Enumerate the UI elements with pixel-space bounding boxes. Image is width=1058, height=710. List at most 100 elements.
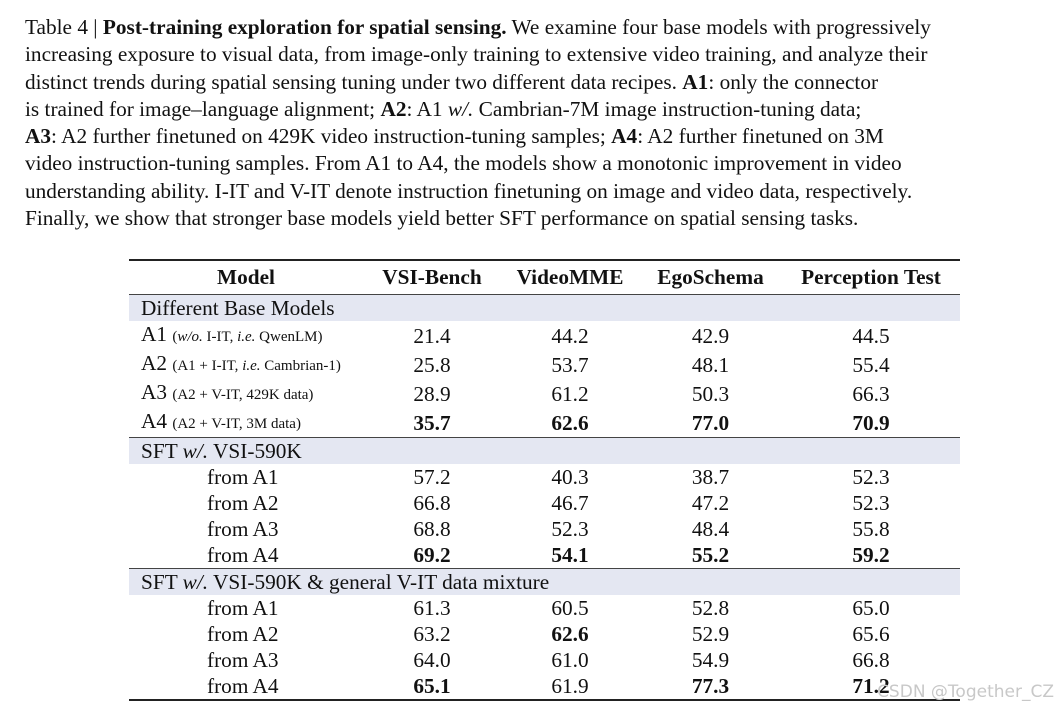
text-run: w/. <box>447 96 474 121</box>
score-cell: 65.1 <box>363 673 501 700</box>
caption-line: Table 4 | Post-training exploration for … <box>25 14 1058 41</box>
score-cell: 71.2 <box>782 673 960 700</box>
score-cell: 47.2 <box>691 491 730 515</box>
table-row: from A1 57.2 40.3 38.7 52.3 <box>129 464 960 490</box>
score-cell: 48.1 <box>691 352 730 377</box>
text-run: QwenLM) <box>255 329 323 345</box>
text-run: (A2 + V-IT, 429K data) <box>172 387 314 403</box>
text-run: w/. <box>182 439 209 463</box>
best-score: 35.7 <box>413 410 451 435</box>
text-run: is trained for image–language alignment; <box>25 96 381 121</box>
score-cell: 21.4 <box>413 323 451 348</box>
text-run: A3 <box>141 380 173 404</box>
score-cell: 62.6 <box>501 408 639 438</box>
text-run: i.e. <box>237 329 256 345</box>
row-label: from A1 <box>129 464 363 490</box>
caption-line: distinct trends during spatial sensing t… <box>25 69 1058 96</box>
score-cell: 44.5 <box>852 323 890 348</box>
header-egoschema: EgoSchema <box>639 260 782 295</box>
text-run: VSI-590K & general V-IT data mixture <box>208 570 550 594</box>
score-cell: 66.3 <box>852 381 890 406</box>
text-run: increasing exposure to visual data, from… <box>25 42 928 67</box>
row-label: from A4 <box>129 542 363 569</box>
watermark: CSDN @Together_CZ <box>877 682 1054 702</box>
text-run: I-IT, <box>202 329 238 345</box>
text-run: Different Base Models <box>141 296 335 320</box>
text-run: Post-training exploration for spatial se… <box>102 15 507 39</box>
best-score: 59.2 <box>852 543 890 567</box>
table-row: from A2 63.2 62.6 52.9 65.6 <box>129 621 960 647</box>
score-cell: 28.9 <box>413 381 451 406</box>
text-run: from A2 <box>207 491 279 515</box>
best-score: 62.6 <box>551 622 589 646</box>
score-cell: 65.0 <box>852 596 890 620</box>
row-label: from A3 <box>129 516 363 542</box>
group-title: SFT w/. VSI-590K <box>129 437 960 464</box>
group-header-row: SFT w/. VSI-590K & general V-IT data mix… <box>129 568 960 595</box>
text-run: w/. <box>182 570 209 594</box>
group-title: SFT w/. VSI-590K & general V-IT data mix… <box>129 568 960 595</box>
best-score: 70.9 <box>852 410 890 435</box>
score-cell: 52.3 <box>852 491 890 515</box>
row-label: from A2 <box>129 490 363 516</box>
header-videomme: VideoMME <box>501 260 639 295</box>
caption-line: video instruction-tuning samples. From A… <box>25 150 1058 177</box>
text-run: distinct trends during spatial sensing t… <box>25 69 683 94</box>
caption-line: A3: A2 further finetuned on 429K video i… <box>25 123 1058 150</box>
score-cell: 44.2 <box>551 323 589 348</box>
best-score: 55.2 <box>691 543 730 567</box>
header-model: Model <box>129 260 363 295</box>
text-run: from A3 <box>207 648 279 672</box>
row-label: A2 (A1 + I-IT, i.e. Cambrian-1) <box>129 350 363 379</box>
table-row: from A4 69.2 54.1 55.2 59.2 <box>129 542 960 569</box>
header-vsi-bench: VSI-Bench <box>363 260 501 295</box>
score-cell: 64.0 <box>413 648 451 672</box>
score-cell: 38.7 <box>691 465 730 489</box>
text-run: A2 <box>380 96 407 121</box>
table-row: from A3 64.0 61.0 54.9 66.8 <box>129 647 960 673</box>
score-cell: 60.5 <box>551 596 589 620</box>
score-cell: 66.8 <box>852 648 890 672</box>
best-score: 77.3 <box>691 674 730 698</box>
group-title: Different Base Models <box>129 294 960 321</box>
score-cell: 48.4 <box>691 517 730 541</box>
text-run: SFT <box>141 570 183 594</box>
row-label: A3 (A2 + V-IT, 429K data) <box>129 379 363 408</box>
table-row: A1 (w/o. I-IT, i.e. QwenLM) 21.4 44.2 42.9 4… <box>129 321 960 350</box>
score-cell: 59.2 <box>782 542 960 569</box>
caption-line: increasing exposure to visual data, from… <box>25 41 1058 68</box>
score-cell: 61.2 <box>551 381 589 406</box>
group-header-row: Different Base Models <box>129 294 960 321</box>
score-cell: 66.8 <box>413 491 451 515</box>
best-score: 69.2 <box>413 543 451 567</box>
text-run: understanding ability. I-IT and V-IT den… <box>25 178 913 203</box>
score-cell: 68.8 <box>413 517 451 541</box>
table-row: from A2 66.8 46.7 47.2 52.3 <box>129 490 960 516</box>
text-run: We examine four base models with progres… <box>506 15 931 39</box>
score-cell: 46.7 <box>551 491 589 515</box>
text-run: VSI-590K <box>208 439 302 463</box>
row-label: from A3 <box>129 647 363 673</box>
text-run: (A2 + V-IT, 3M data) <box>172 416 301 432</box>
text-run: w/o. <box>177 329 203 345</box>
caption-line: understanding ability. I-IT and V-IT den… <box>25 178 1058 205</box>
text-run: i.e. <box>242 358 261 374</box>
row-label: A4 (A2 + V-IT, 3M data) <box>129 408 363 438</box>
score-cell: 70.9 <box>782 408 960 438</box>
score-cell: 52.3 <box>852 465 890 489</box>
score-cell: 42.9 <box>691 323 730 348</box>
score-cell: 69.2 <box>363 542 501 569</box>
text-run: Cambrian-7M image instruction-tuning dat… <box>473 96 862 121</box>
table-row: from A1 61.3 60.5 52.8 65.0 <box>129 595 960 621</box>
text-run: A1 <box>141 322 173 346</box>
row-label: from A1 <box>129 595 363 621</box>
score-cell: 40.3 <box>551 465 589 489</box>
text-run: SFT <box>141 439 183 463</box>
text-run: Finally, we show that stronger base mode… <box>25 206 859 231</box>
caption-line: Finally, we show that stronger base mode… <box>25 205 1058 232</box>
score-cell: 61.9 <box>551 674 589 698</box>
header-row: Model VSI-Bench VideoMME EgoSchema Perce… <box>129 260 960 295</box>
score-cell: 35.7 <box>363 408 501 438</box>
text-run: ( <box>172 329 178 345</box>
text-run: Cambrian-1) <box>260 358 341 374</box>
